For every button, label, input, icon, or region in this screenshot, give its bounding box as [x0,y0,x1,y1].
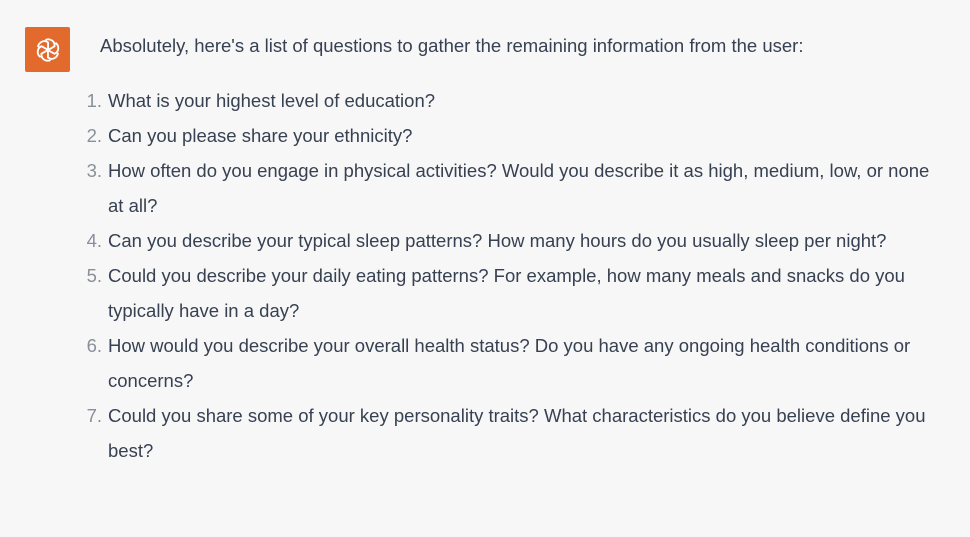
list-item-text: How often do you engage in physical acti… [108,160,930,216]
list-item-number: 1. [86,90,102,111]
list-item-text: Can you describe your typical sleep patt… [108,230,887,251]
openai-logo-icon [36,37,59,62]
list-item: 7. Could you share some of your key pers… [87,398,930,468]
list-item-number: 5. [86,265,102,286]
list-item-number: 7. [86,405,102,426]
intro-text: Absolutely, here's a list of questions t… [100,35,804,56]
list-item-text: How would you describe your overall heal… [108,335,911,391]
list-item-text: What is your highest level of education? [108,90,436,111]
list-item-number: 4. [86,230,102,251]
list-item-text: Could you share some of your key persona… [108,405,926,461]
assistant-avatar [25,27,70,72]
list-item: 5. Could you describe your daily eating … [87,258,930,328]
list-item-number: 6. [86,335,102,356]
list-item: 6. How would you describe your overall h… [87,328,930,398]
list-item: 1. What is your highest level of educati… [87,83,930,118]
list-item-text: Can you please share your ethnicity? [108,125,413,146]
message-content: Absolutely, here's a list of questions t… [87,33,930,468]
list-item: 4. Can you describe your typical sleep p… [87,223,930,258]
list-item: 3. How often do you engage in physical a… [87,153,930,223]
list-item: 2. Can you please share your ethnicity? [87,118,930,153]
list-item-number: 2. [86,125,102,146]
question-list: 1. What is your highest level of educati… [87,83,930,468]
list-item-text: Could you describe your daily eating pat… [108,265,905,321]
list-item-number: 3. [86,160,102,181]
